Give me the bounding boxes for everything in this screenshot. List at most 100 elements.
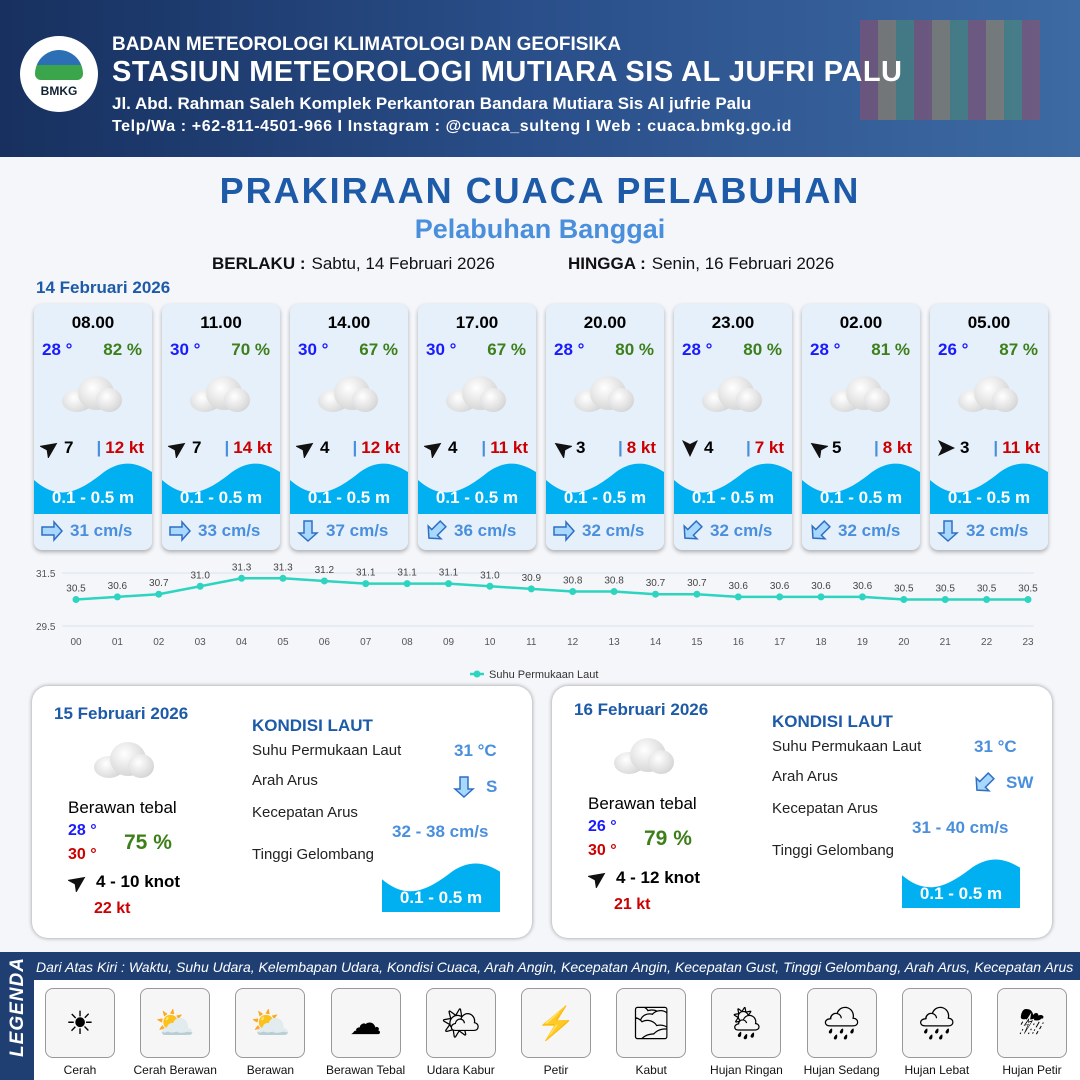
cloud-icon [614, 738, 674, 774]
gust-speed: 12 kt [105, 438, 144, 457]
port-background-image [860, 20, 1040, 120]
wave-height: 0.1 - 0.5 m [919, 884, 1003, 903]
x-tick-label: 22 [981, 637, 993, 648]
data-label: 31.1 [356, 568, 376, 579]
temperature: 26 ° [938, 340, 969, 359]
wave-icon [162, 463, 280, 514]
x-tick-label: 06 [319, 637, 331, 648]
time: 11.00 [200, 313, 242, 332]
data-label: 30.7 [687, 578, 707, 589]
wind-range: 4 - 12 knot [616, 868, 701, 887]
data-label: 30.5 [1018, 584, 1038, 595]
current-dir-value: SW [1006, 773, 1034, 792]
current-speed: 31 cm/s [70, 521, 133, 540]
data-label: 30.5 [935, 584, 955, 595]
data-point [238, 574, 246, 582]
gust-speed: 11 kt [490, 438, 528, 457]
wind-direction-icon [424, 442, 442, 458]
agency-name: BADAN METEOROLOGI KLIMATOLOGI DAN GEOFIS… [112, 34, 622, 55]
wind-direction-icon [588, 872, 606, 888]
forecast-card: 02.00 28 ° 81 % 5 | 8 kt 0.1 - 0.5 m 32 c… [802, 304, 920, 550]
cloud-icon [958, 376, 1018, 412]
x-tick-label: 15 [691, 637, 703, 648]
cloud-icon [702, 376, 762, 412]
legend-label: Udara Kabur [426, 1063, 495, 1077]
wind-direction-icon [810, 442, 828, 458]
sst-chart: 31.5 29.5 30.5 00 30.6 01 30.7 02 31.0 03 31.3 04 31… [36, 562, 1038, 680]
wave-label: Tinggi Gelombang [252, 846, 375, 863]
weather-condition: Berawan tebal [588, 794, 697, 813]
wind-speed: 7 [64, 438, 74, 457]
sst-label: Suhu Permukaan Laut [252, 742, 402, 759]
x-tick-label: 08 [402, 637, 414, 648]
x-tick-label: 11 [526, 637, 537, 648]
x-tick-label: 05 [277, 637, 289, 648]
temperature: 30 ° [170, 340, 201, 359]
cloud-icon [574, 376, 634, 412]
current-direction-icon [297, 520, 319, 542]
page-subtitle: Pelabuhan Banggai [414, 214, 666, 244]
y-tick-label: 31.5 [36, 569, 56, 580]
current-direction-icon [937, 520, 959, 542]
gust-speed: 14 kt [233, 438, 272, 457]
wind-range: 4 - 10 knot [96, 872, 181, 891]
data-point [527, 585, 535, 593]
legend-icon: 🌧 [901, 988, 972, 1058]
wave-height: 0.1 - 0.5 m [435, 488, 519, 507]
wind-direction-icon [682, 440, 698, 457]
data-point [320, 577, 328, 585]
forecast-card: 05.00 26 ° 87 % 3 | 11 kt 0.1 - 0.5 m 32 … [930, 304, 1048, 550]
data-point [941, 596, 949, 603]
valid-to: HINGGA : Senin, 16 Februari 2026 [568, 254, 835, 273]
data-label: 30.7 [646, 578, 666, 589]
data-label: 31.1 [439, 568, 459, 579]
legend-icon: ⛅ [140, 988, 211, 1058]
cloud-icon [830, 376, 890, 412]
current-speed-value: 31 - 40 cm/s [912, 818, 1009, 837]
data-label: 31.1 [397, 568, 417, 579]
wave-icon [546, 463, 664, 514]
temperature: 30 ° [298, 340, 329, 359]
current-direction-icon [553, 520, 576, 542]
wave-label: Tinggi Gelombang [772, 842, 895, 859]
legend-label: Hujan Sedang [803, 1063, 880, 1077]
data-label: 30.6 [853, 581, 873, 592]
wind-direction-icon [168, 442, 186, 458]
legend-label: Hujan Ringan [710, 1063, 783, 1077]
wave-icon [290, 463, 408, 514]
page-title: PRAKIRAAN CUACA PELABUHAN [219, 170, 861, 211]
data-point [72, 596, 80, 603]
legend-icon: 🌧 [806, 988, 877, 1058]
daily-panel: 15 Februari 2026 Berawan tebal 28 ° 30 °… [32, 686, 532, 938]
humidity: 80 % [615, 340, 654, 359]
data-point [610, 588, 618, 596]
forecast-card: 17.00 30 ° 67 % 4 | 11 kt 0.1 - 0.5 m 36 … [418, 304, 536, 550]
data-label: 31.0 [190, 570, 210, 581]
address: Jl. Abd. Rahman Saleh Komplek Perkantora… [112, 94, 752, 113]
forecast-card: 20.00 28 ° 80 % 3 | 8 kt 0.1 - 0.5 m 32 c… [546, 304, 664, 550]
current-direction-icon [975, 772, 995, 792]
cloud-icon [190, 376, 250, 412]
x-tick-label: 18 [815, 637, 827, 648]
x-tick-label: 09 [443, 637, 455, 648]
wave-height: 0.1 - 0.5 m [819, 488, 903, 507]
data-point [113, 593, 121, 601]
wave-height: 0.1 - 0.5 m [691, 488, 775, 507]
data-point [693, 590, 701, 598]
gust-speed: 22 kt [94, 900, 131, 917]
legend-icon: 🌤 [425, 988, 496, 1058]
data-label: 31.3 [232, 562, 252, 573]
x-tick-label: 01 [112, 637, 124, 648]
data-point [734, 593, 742, 601]
legend-label: Kabut [635, 1063, 667, 1077]
x-tick-label: 19 [857, 637, 869, 648]
wave-icon [674, 463, 792, 514]
data-label: 30.5 [894, 584, 914, 595]
legend-title: LEGENDA [7, 957, 28, 1057]
humidity: 67 % [359, 340, 398, 359]
gust-speed: 8 kt [882, 438, 912, 457]
gust-speed: 8 kt [626, 438, 656, 457]
sst-line [75, 577, 1028, 601]
current-speed: 33 cm/s [198, 521, 261, 540]
data-point [569, 588, 577, 596]
